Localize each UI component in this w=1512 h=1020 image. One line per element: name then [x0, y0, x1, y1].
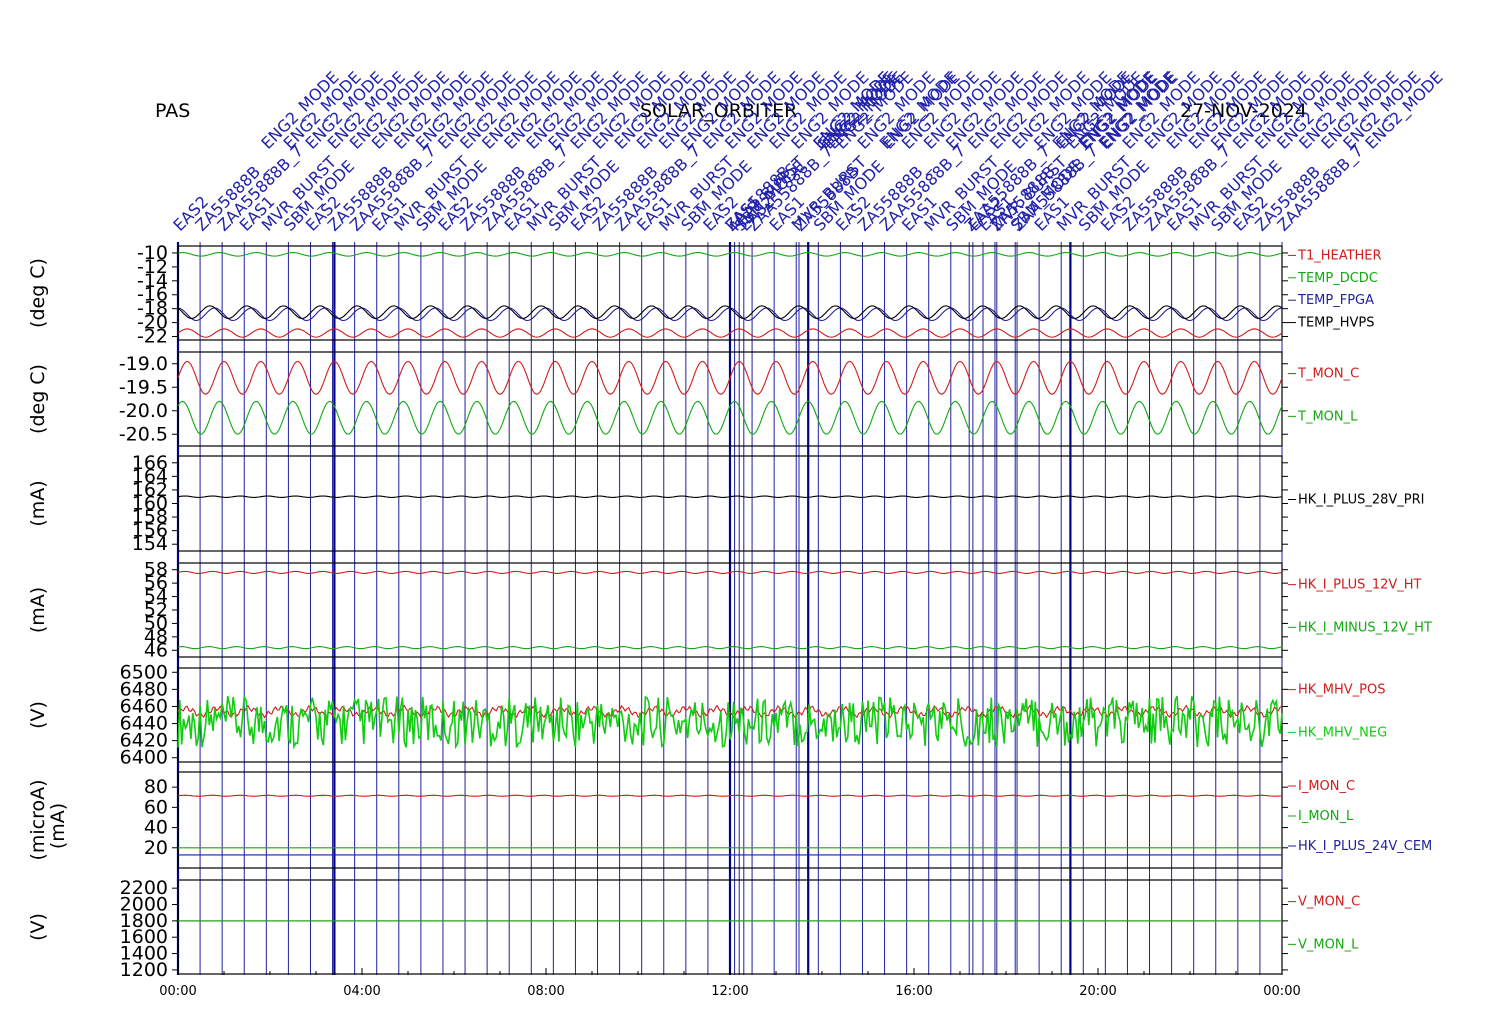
y-axis-label: (deg C) — [27, 364, 49, 434]
y-tick-label: 6480 — [120, 678, 168, 700]
y-tick-label: 48 — [144, 626, 168, 648]
y-tick-label: -18 — [137, 298, 168, 320]
panel: -10-12-14-16-18-20-22 (deg C) T1_HEATHER TE… — [27, 242, 1382, 348]
y-tick-label: -19.5 — [119, 376, 168, 398]
legend-label: HK_I_MINUS_12V_HT — [1298, 620, 1432, 635]
series-line — [177, 400, 1283, 435]
x-tick-label: 00:00 — [159, 984, 196, 999]
x-tick-label: 04:00 — [343, 984, 380, 999]
y-tick-label: 6460 — [120, 695, 168, 717]
y-tick-label: -20.5 — [119, 423, 168, 445]
instrument-label: PAS — [155, 100, 190, 122]
legend-label: HK_MHV_POS — [1298, 683, 1386, 698]
y-tick-label: -12 — [137, 256, 168, 278]
y-tick-label: 50 — [144, 612, 168, 634]
x-tick-label: 20:00 — [1079, 984, 1116, 999]
date-label: 27-NOV-2024 — [1180, 100, 1307, 122]
legend-label: I_MON_L — [1298, 809, 1354, 824]
y-tick-label: 6440 — [120, 713, 168, 735]
legend-label: TEMP_FPGA — [1297, 293, 1374, 308]
y-tick-label: 156 — [132, 520, 168, 542]
panel-frame — [177, 245, 1283, 341]
y-axis-label: (V) — [27, 913, 49, 941]
y-tick-label: 2000 — [120, 894, 168, 916]
series-line — [177, 305, 1283, 319]
x-tick-label: 16:00 — [895, 984, 932, 999]
legend-label: HK_I_PLUS_12V_HT — [1298, 578, 1422, 593]
y-tick-label: 1200 — [120, 959, 168, 981]
y-axis-label: (mA) — [27, 480, 49, 526]
legend-label: TEMP_HVPS — [1297, 316, 1374, 331]
legend-label: I_MON_C — [1298, 779, 1355, 794]
y-tick-label: 154 — [132, 533, 168, 555]
series-line — [177, 646, 1283, 650]
y-tick-label: 162 — [132, 479, 168, 501]
y-tick-label: 80 — [144, 776, 168, 798]
panel-frame — [177, 351, 1283, 447]
panels: -10-12-14-16-18-20-22 (deg C) T1_HEATHER TE… — [27, 242, 1432, 981]
panel: -19.0-19.5-20.0-20.5 (deg C) T_MON_C T_MON_… — [27, 351, 1359, 447]
panel-frame — [177, 771, 1283, 869]
y-tick-label: 2200 — [120, 877, 168, 899]
series-line — [177, 360, 1283, 395]
y-tick-label: 20 — [144, 837, 168, 859]
y-tick-label: 40 — [144, 817, 168, 839]
y-tick-label: 46 — [144, 639, 168, 661]
legend-label: T1_HEATHER — [1297, 248, 1382, 263]
series-line — [177, 794, 1283, 797]
legend-label: HK_I_PLUS_24V_CEM — [1298, 839, 1432, 854]
y-tick-label: 1600 — [120, 926, 168, 948]
legend-label: T_MON_C — [1297, 367, 1359, 382]
y-tick-label: -20 — [137, 312, 168, 334]
legend-label: T_MON_L — [1297, 409, 1358, 424]
time-axis: 00:00 04:00 08:00 12:00 16:00 20:00 00:00 — [159, 968, 1301, 999]
legend-label: V_MON_C — [1298, 895, 1360, 910]
y-tick-label: 54 — [144, 586, 168, 608]
y-tick-label: 52 — [144, 599, 168, 621]
y-tick-label: 1400 — [120, 943, 168, 965]
y-tick-label: 1800 — [120, 910, 168, 932]
y-tick-label: -19.0 — [119, 353, 168, 375]
legend-label: TEMP_DCDC — [1297, 271, 1378, 286]
y-axis-label: (deg C) — [27, 258, 49, 328]
y-tick-label: -22 — [137, 326, 168, 348]
y-tick-label: 160 — [132, 493, 168, 515]
y-axis-label-secondary: (mA) — [47, 803, 69, 849]
x-tick-label: 00:00 — [1263, 984, 1300, 999]
y-axis-label: (mA) — [27, 587, 49, 633]
series-line — [177, 252, 1283, 257]
y-axis-label: (microA) — [27, 779, 49, 860]
series-line — [177, 328, 1283, 338]
y-tick-label: 164 — [132, 465, 168, 487]
y-axis-label: (V) — [27, 701, 49, 729]
series-line — [177, 694, 1283, 750]
y-tick-label: 6420 — [120, 730, 168, 752]
x-tick-label: 08:00 — [527, 984, 564, 999]
y-tick-label: 60 — [144, 796, 168, 818]
y-tick-label: -10 — [137, 242, 168, 264]
series-line — [177, 570, 1283, 574]
legend-label: HK_MHV_NEG — [1298, 725, 1387, 740]
legend-label: V_MON_L — [1298, 937, 1359, 952]
y-tick-label: 56 — [144, 572, 168, 594]
y-tick-label: -20.0 — [119, 400, 168, 422]
y-tick-label: 6400 — [120, 747, 168, 769]
y-tick-label: -16 — [137, 284, 168, 306]
y-tick-label: 6500 — [120, 661, 168, 683]
y-tick-label: -14 — [137, 270, 168, 292]
y-tick-label: 166 — [132, 452, 168, 474]
x-tick-label: 12:00 — [711, 984, 748, 999]
y-tick-label: 58 — [144, 559, 168, 581]
legend-label: HK_I_PLUS_28V_PRI — [1298, 493, 1424, 508]
y-tick-label: 158 — [132, 506, 168, 528]
mission-label: SOLAR_ORBITER — [640, 100, 797, 122]
series-line — [177, 495, 1283, 498]
